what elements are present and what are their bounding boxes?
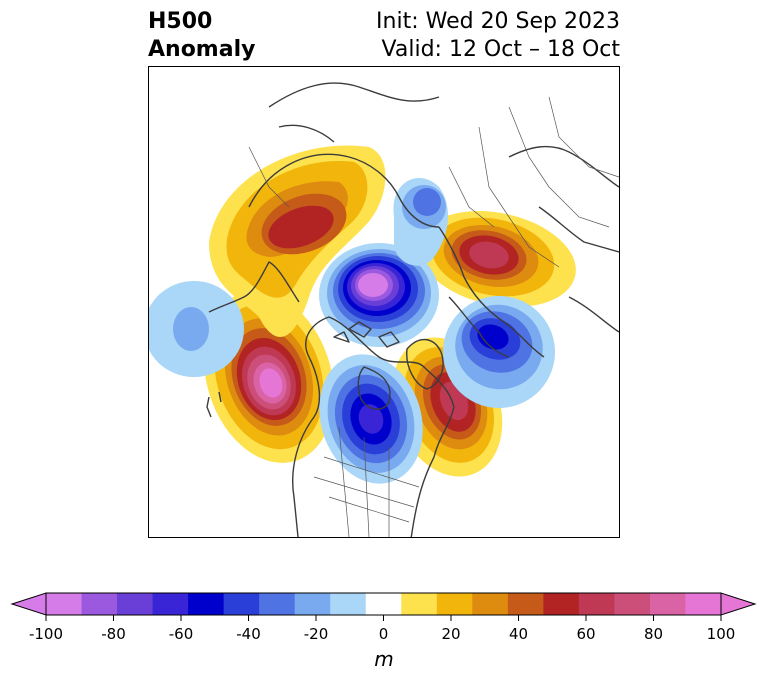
colorbar-cell — [259, 593, 296, 615]
colorbar-cell — [81, 593, 118, 615]
valid-range: Valid: 12 Oct – 18 Oct — [381, 37, 620, 62]
colorbar-cell — [472, 593, 509, 615]
colorbar-cell — [188, 593, 225, 615]
title-right: Init: Wed 20 Sep 2023 Valid: 12 Oct – 18… — [376, 8, 620, 64]
colorbar-tick-label: 80 — [643, 625, 664, 643]
colorbar-cell — [46, 593, 83, 615]
colorbar-tick-label: -60 — [168, 625, 194, 643]
coastlines — [206, 82, 619, 537]
colorbar-tick-label: -80 — [101, 625, 126, 643]
borders — [248, 96, 619, 537]
anomaly-neg-arctic — [319, 243, 439, 347]
title-variable: H500 — [148, 9, 213, 34]
colorbar-cell — [614, 593, 651, 615]
colorbar-cell — [330, 593, 367, 615]
anomaly-neg-northern-europe — [443, 296, 555, 408]
colorbar — [10, 592, 757, 621]
colorbar-cell — [685, 593, 722, 615]
colorbar-cell — [223, 593, 260, 615]
anomaly-neg-ne-pacific — [149, 281, 244, 377]
colorbar-over-arrow — [720, 592, 757, 616]
title-type: Anomaly — [148, 37, 256, 62]
colorbar-tick-label: 60 — [576, 625, 596, 643]
colorbar-cell — [578, 593, 615, 615]
colorbar-tick-label: 0 — [378, 625, 389, 643]
colorbar-tick-label: 100 — [706, 625, 736, 643]
colorbar-cells — [46, 593, 722, 615]
colorbar-unit: m — [374, 647, 394, 671]
title-left: H500 Anomaly — [148, 8, 255, 64]
init-date: Init: Wed 20 Sep 2023 — [376, 9, 620, 34]
colorbar-tick-label: -100 — [28, 625, 64, 643]
colorbar-cell — [436, 593, 473, 615]
colorbar-cell — [507, 593, 544, 615]
colorbar-cell — [401, 593, 438, 615]
anomaly-map — [148, 66, 620, 538]
colorbar-tick-label: 20 — [441, 625, 461, 643]
colorbar-cell — [152, 593, 189, 615]
colorbar-cell — [649, 593, 686, 615]
colorbar-tick-label: 40 — [508, 625, 529, 643]
colorbar-cell — [117, 593, 154, 615]
colorbar-ticks — [45, 615, 722, 621]
colorbar-cell — [365, 593, 402, 615]
colorbar-tick-label: -40 — [236, 625, 261, 643]
colorbar-tick-label: -20 — [303, 625, 329, 643]
anomaly-neg-north-america — [319, 354, 423, 484]
colorbar-cell — [294, 593, 331, 615]
anomaly-map-svg — [149, 82, 619, 537]
anomaly-pos-western-russia — [418, 211, 576, 307]
colorbar-cell — [543, 593, 580, 615]
colorbar-under-arrow — [10, 592, 47, 616]
anomaly-neg-barents — [393, 178, 449, 266]
